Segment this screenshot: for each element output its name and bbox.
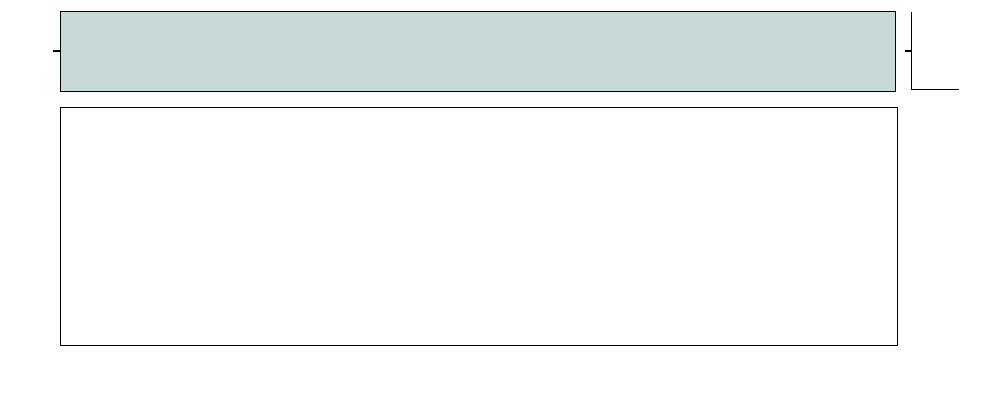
spectrum-1d-canvas — [61, 108, 897, 345]
spectrum-2d-canvas — [61, 12, 895, 91]
main-spectrum-panel — [60, 107, 898, 346]
hist-left-center-tick — [905, 50, 911, 52]
p2d-left-center-tick — [53, 50, 60, 52]
residual-histogram-canvas — [912, 12, 999, 90]
spectrum-2d-panel — [60, 11, 896, 92]
hist-left-spine — [911, 12, 912, 90]
